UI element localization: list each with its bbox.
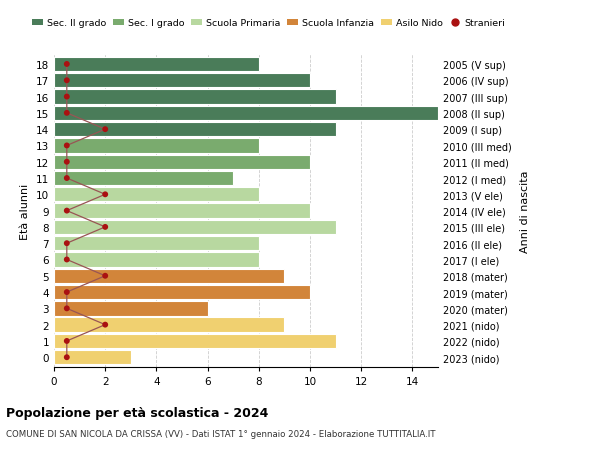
Point [62,159,71,166]
Bar [54,220,335,235]
Text: Popolazione per età scolastica - 2024: Popolazione per età scolastica - 2024 [6,406,268,419]
Y-axis label: Anni di nascita: Anni di nascita [520,170,530,252]
Point [62,289,71,296]
Bar [54,172,233,186]
Point [100,321,110,329]
Point [62,354,71,361]
Bar [54,74,310,88]
Point [62,305,71,312]
Point [62,61,71,68]
Legend: Sec. II grado, Sec. I grado, Scuola Primaria, Scuola Infanzia, Asilo Nido, Stran: Sec. II grado, Sec. I grado, Scuola Prim… [32,19,505,28]
Bar [54,139,259,153]
Bar [54,285,310,300]
Bar [54,58,259,72]
Bar [54,334,335,348]
Point [100,126,110,134]
Bar [54,188,259,202]
Point [62,240,71,247]
Point [62,337,71,345]
Point [100,191,110,199]
Bar [54,318,284,332]
Point [62,94,71,101]
Point [62,78,71,85]
Point [100,224,110,231]
Bar [54,123,335,137]
Bar [54,269,284,283]
Y-axis label: Età alunni: Età alunni [20,183,31,239]
Bar [54,236,259,251]
Bar [54,106,438,121]
Bar [54,204,310,218]
Point [100,273,110,280]
Text: COMUNE DI SAN NICOLA DA CRISSA (VV) - Dati ISTAT 1° gennaio 2024 - Elaborazione : COMUNE DI SAN NICOLA DA CRISSA (VV) - Da… [6,429,436,438]
Bar [54,253,259,267]
Point [62,256,71,263]
Point [62,207,71,215]
Point [62,142,71,150]
Point [62,110,71,117]
Bar [54,90,335,105]
Point [62,175,71,182]
Bar [54,155,310,169]
Bar [54,350,131,364]
Bar [54,302,208,316]
